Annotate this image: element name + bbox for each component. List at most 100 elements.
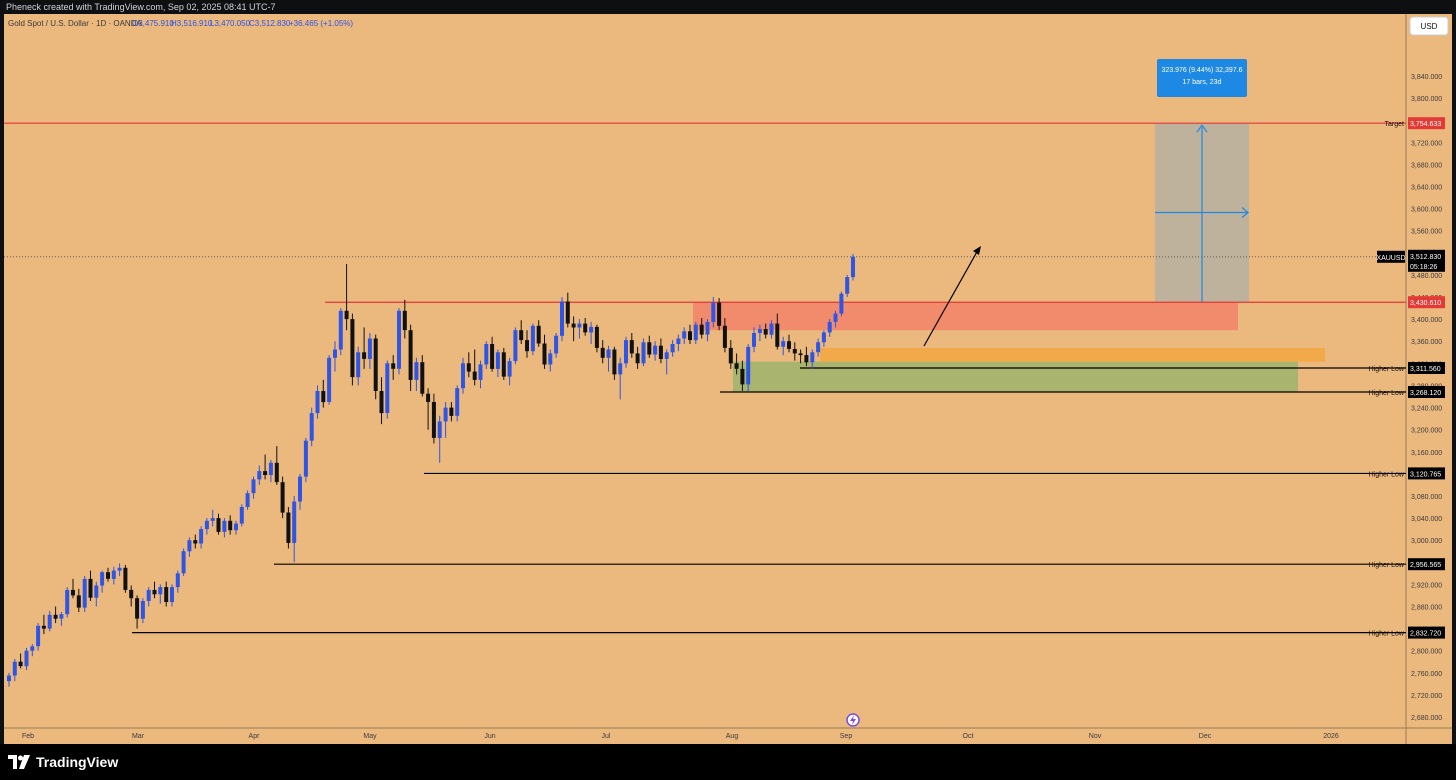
candle-body <box>298 476 302 502</box>
candle-body <box>193 540 198 544</box>
candle <box>135 595 140 629</box>
x-tick-label: Nov <box>1089 733 1102 740</box>
candle <box>402 299 407 339</box>
candle-body <box>53 614 58 619</box>
candle-body <box>635 353 640 364</box>
candle-body <box>688 331 692 341</box>
candle-body <box>519 330 524 341</box>
measure-label-line2: 17 bars, 23d <box>1183 79 1222 86</box>
candles <box>7 253 855 687</box>
candle <box>53 606 58 624</box>
candle-body <box>41 625 46 629</box>
candle-body <box>583 323 588 333</box>
candle <box>286 507 291 549</box>
candle-body <box>420 362 425 394</box>
candle <box>542 334 547 369</box>
y-tick-label: 3,360.000 <box>1411 339 1442 346</box>
candle-body <box>245 493 250 507</box>
candle-body <box>123 567 128 590</box>
candle <box>437 415 442 463</box>
candle-body <box>571 323 576 328</box>
tradingview-logo-icon <box>8 755 30 769</box>
candle-body <box>769 323 774 335</box>
candle-body <box>670 344 675 353</box>
x-tick-label: Oct <box>963 733 974 740</box>
candle-body <box>36 625 41 647</box>
x-axis-ticks: Feb Mar Apr May Jun Jul Aug Sep Oct Nov Dec 2026 <box>22 733 1339 740</box>
measure-arrow-right <box>1241 207 1249 218</box>
candle <box>571 316 576 342</box>
candle-body <box>338 310 343 350</box>
tradingview-logo[interactable]: TradingView <box>8 754 118 770</box>
ohlc-high: H3,516.910 <box>171 19 213 28</box>
y-tick-label: 3,640.000 <box>1411 185 1442 192</box>
usd-button[interactable]: USD <box>1409 16 1449 36</box>
candle-body <box>303 440 308 477</box>
candle <box>397 308 401 375</box>
candle-body <box>251 479 256 494</box>
candle-body <box>414 362 419 380</box>
candlestick-chart[interactable]: Gold Spot / U.S. Dollar · 1D · OANDA O3,… <box>0 14 1456 744</box>
candle-body <box>781 341 786 347</box>
candle <box>647 335 652 358</box>
candle <box>519 320 524 344</box>
y-tick-label: 2,920.000 <box>1411 582 1442 589</box>
candle-body <box>542 343 547 365</box>
candle-body <box>449 407 454 416</box>
candle-body <box>763 329 768 335</box>
candle <box>757 324 762 342</box>
target-price-tag: 3,754.633 <box>1408 117 1445 130</box>
candle-body <box>88 578 93 598</box>
candle <box>554 333 559 358</box>
candle-body <box>164 587 169 602</box>
events-icon[interactable] <box>846 713 860 727</box>
candle <box>513 327 518 365</box>
candle-body <box>199 529 204 544</box>
candle <box>420 355 425 397</box>
x-tick-label: Jun <box>484 733 495 740</box>
candle-body <box>577 323 582 328</box>
candle <box>583 318 588 336</box>
orange-zone <box>820 347 1325 362</box>
usd-button-label: USD <box>1421 22 1438 31</box>
y-tick-label: 3,400.000 <box>1411 317 1442 324</box>
candle-body <box>775 323 780 347</box>
y-tick-label: 3,240.000 <box>1411 406 1442 413</box>
candle <box>810 349 815 369</box>
candle-body <box>484 344 489 365</box>
candle-body <box>309 413 314 441</box>
candle-body <box>525 340 529 352</box>
higher-low-2-price-tag-bg <box>1408 386 1445 398</box>
candle <box>490 336 495 372</box>
y-tick-label: 3,480.000 <box>1411 273 1442 280</box>
candle <box>12 659 17 682</box>
y-tick-label: 2,880.000 <box>1411 605 1442 612</box>
candle <box>711 297 716 328</box>
candle <box>7 672 11 687</box>
candle <box>705 319 710 342</box>
candle <box>30 644 35 657</box>
candle-body <box>175 573 180 588</box>
higher-low-5-price-tag-bg <box>1408 626 1445 639</box>
candle <box>792 342 797 361</box>
candle-body <box>699 324 704 335</box>
tradingview-brand: TradingView <box>36 754 119 770</box>
chart-area[interactable]: Gold Spot / U.S. Dollar · 1D · OANDA O3,… <box>0 14 1456 744</box>
candle-body <box>426 393 431 402</box>
candle <box>769 320 774 339</box>
trend-arrow-head <box>973 246 981 255</box>
candle-body <box>827 321 832 333</box>
y-tick-label: 3,680.000 <box>1411 162 1442 169</box>
candle <box>71 578 75 599</box>
candle-body <box>379 391 384 414</box>
candle-body <box>47 614 52 629</box>
candle <box>600 340 605 364</box>
candle-body <box>629 340 634 354</box>
candle-body <box>274 462 279 483</box>
candle-body <box>705 321 710 335</box>
candle <box>530 323 535 356</box>
candle-body <box>501 352 506 377</box>
candle <box>688 324 692 344</box>
candle-body <box>717 302 722 326</box>
candle-body <box>18 661 23 667</box>
